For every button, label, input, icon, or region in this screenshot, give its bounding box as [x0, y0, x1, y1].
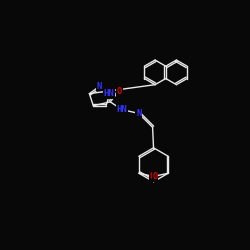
Text: O: O — [117, 86, 122, 96]
Text: HN: HN — [116, 105, 127, 114]
Text: O: O — [149, 172, 155, 181]
Text: N: N — [97, 82, 102, 91]
Text: N: N — [136, 109, 141, 118]
Text: HN: HN — [104, 89, 115, 98]
Text: O: O — [152, 172, 158, 181]
